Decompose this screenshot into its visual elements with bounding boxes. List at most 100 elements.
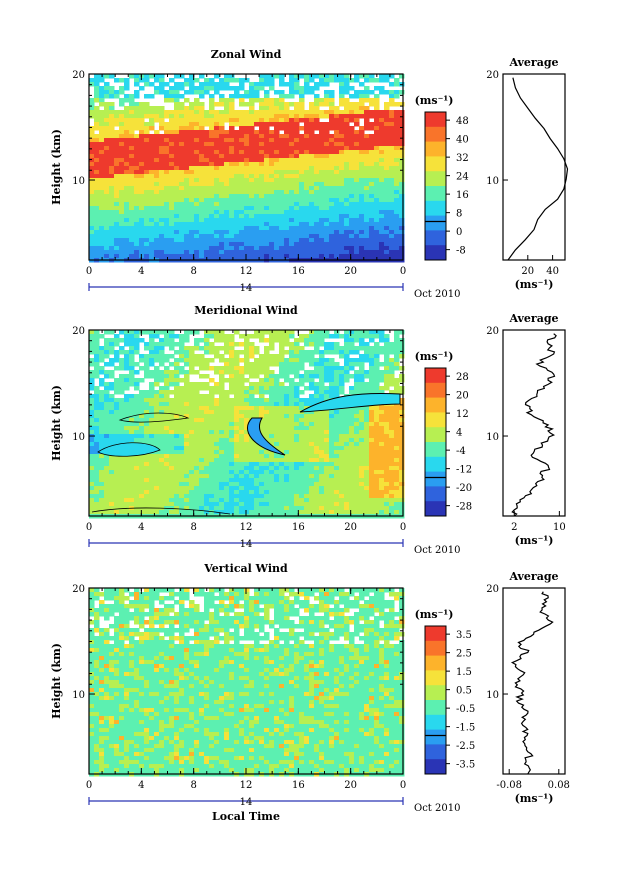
heatmap-cell xyxy=(189,250,195,255)
heatmap-cell xyxy=(264,382,270,387)
heatmap-cell xyxy=(344,170,350,175)
heatmap-cell xyxy=(139,414,145,419)
heatmap-cell xyxy=(264,250,270,255)
heatmap-cell xyxy=(394,438,400,443)
heatmap-cell xyxy=(174,118,180,123)
heatmap-field xyxy=(89,74,405,263)
heatmap-cell xyxy=(399,446,405,451)
heatmap-cell xyxy=(369,370,375,375)
heatmap-cell xyxy=(179,474,185,479)
heatmap-cell xyxy=(264,134,270,139)
heatmap-cell xyxy=(354,106,360,111)
heatmap-cell xyxy=(349,390,355,395)
heatmap-cell xyxy=(89,230,95,235)
heatmap-cell xyxy=(154,194,160,199)
heatmap-cell xyxy=(334,418,340,423)
heatmap-cell xyxy=(359,126,365,131)
heatmap-cell xyxy=(104,454,110,459)
heatmap-cell xyxy=(264,146,270,151)
heatmap-cell xyxy=(114,222,120,227)
heatmap-cell xyxy=(114,246,120,251)
heatmap-cell xyxy=(174,430,180,435)
heatmap-cell xyxy=(104,230,110,235)
heatmap-cell xyxy=(284,130,290,135)
heatmap-cell xyxy=(204,426,210,431)
heatmap-cell xyxy=(134,222,140,227)
heatmap-cell xyxy=(309,162,315,167)
heatmap-cell xyxy=(224,230,230,235)
heatmap-cell xyxy=(379,210,385,215)
heatmap-cell xyxy=(239,462,245,467)
heatmap-cell xyxy=(344,230,350,235)
heatmap-cell xyxy=(239,98,245,103)
heatmap-cell xyxy=(314,358,320,363)
heatmap-cell xyxy=(244,394,250,399)
heatmap-cell xyxy=(89,150,95,155)
heatmap-cell xyxy=(199,118,205,123)
heatmap-cell xyxy=(99,458,105,463)
heatmap-cell xyxy=(359,358,365,363)
heatmap-cell xyxy=(319,418,325,423)
heatmap-cell xyxy=(169,414,175,419)
heatmap-cell xyxy=(354,122,360,127)
heatmap-cell xyxy=(284,474,290,479)
heatmap-cell xyxy=(139,378,145,383)
heatmap-cell xyxy=(234,402,240,407)
heatmap-cell xyxy=(174,218,180,223)
heatmap-cell xyxy=(169,118,175,123)
heatmap-cell xyxy=(269,154,275,159)
heatmap-cell xyxy=(369,358,375,363)
heatmap-cell xyxy=(214,398,220,403)
heatmap-cell xyxy=(109,434,115,439)
heatmap-cell xyxy=(224,422,230,427)
heatmap-cell xyxy=(214,174,220,179)
heatmap-cell xyxy=(154,374,160,379)
heatmap-cell xyxy=(364,230,370,235)
heatmap-cell xyxy=(269,122,275,127)
heatmap-cell xyxy=(244,350,250,355)
heatmap-cell xyxy=(194,222,200,227)
heatmap-cell xyxy=(219,330,225,335)
heatmap-cell xyxy=(179,230,185,235)
heatmap-cell xyxy=(284,338,290,343)
heatmap-cell xyxy=(354,350,360,355)
heatmap-cell xyxy=(114,174,120,179)
heatmap-cell xyxy=(234,138,240,143)
heatmap-cell xyxy=(274,98,280,103)
heatmap-cell xyxy=(244,406,250,411)
heatmap-cell xyxy=(99,218,105,223)
heatmap-cell xyxy=(284,394,290,399)
heatmap-cell xyxy=(319,338,325,343)
heatmap-cell xyxy=(279,346,285,351)
heatmap-cell xyxy=(209,366,215,371)
heatmap-cell xyxy=(139,118,145,123)
heatmap-cell xyxy=(299,402,305,407)
heatmap-cell xyxy=(159,162,165,167)
heatmap-cell xyxy=(334,466,340,471)
heatmap-cell xyxy=(284,366,290,371)
heatmap-cell xyxy=(349,126,355,131)
heatmap-cell xyxy=(289,422,295,427)
heatmap-cell xyxy=(239,126,245,131)
heatmap-cell xyxy=(304,198,310,203)
heatmap-cell xyxy=(164,390,170,395)
heatmap-cell xyxy=(394,118,400,123)
heatmap-cell xyxy=(219,434,225,439)
heatmap-cell xyxy=(329,90,335,95)
heatmap-cell xyxy=(299,470,305,475)
heatmap-cell xyxy=(109,138,115,143)
heatmap-cell xyxy=(334,446,340,451)
heatmap-cell xyxy=(179,398,185,403)
heatmap-cell xyxy=(259,362,265,367)
heatmap-cell xyxy=(334,362,340,367)
heatmap-cell xyxy=(189,358,195,363)
heatmap-cell xyxy=(99,138,105,143)
heatmap-cell xyxy=(214,242,220,247)
heatmap-cell xyxy=(129,218,135,223)
heatmap-cell xyxy=(254,382,260,387)
heatmap-cell xyxy=(109,94,115,99)
heatmap-cell xyxy=(244,362,250,367)
heatmap-cell xyxy=(184,462,190,467)
heatmap-cell xyxy=(284,162,290,167)
heatmap-cell xyxy=(289,122,295,127)
